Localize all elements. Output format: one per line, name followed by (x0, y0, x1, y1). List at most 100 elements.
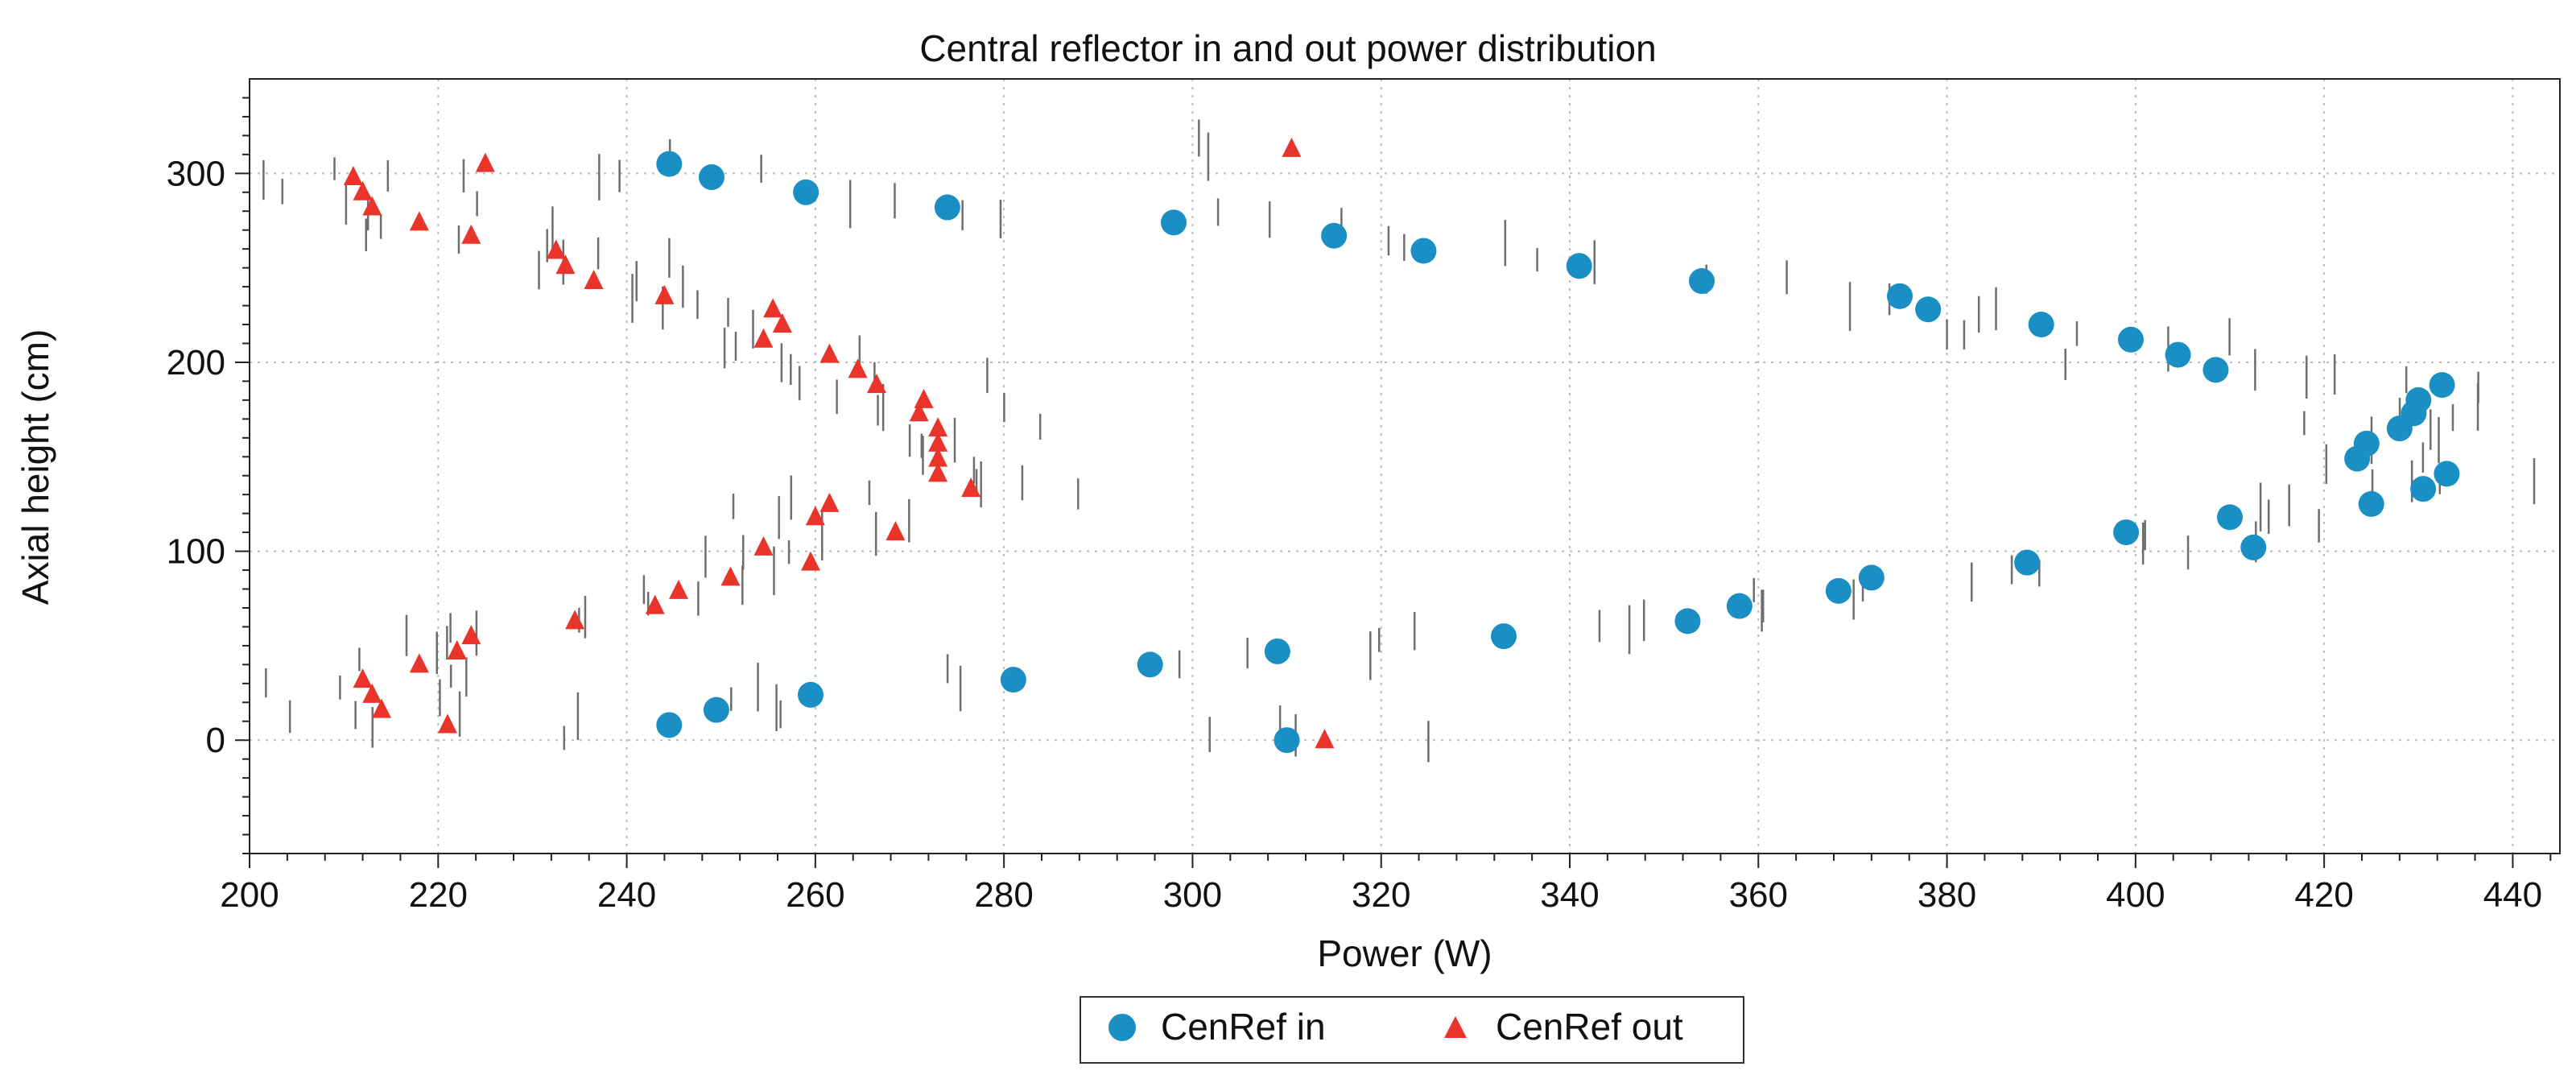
cenref-in-point (1887, 283, 1913, 309)
cenref-in-point (2429, 372, 2455, 399)
cenref-in-point (2410, 476, 2437, 502)
chart-title: Central reflector in and out power distr… (919, 27, 1656, 69)
error-bars (262, 119, 2536, 763)
cenref-out-point (1282, 137, 1302, 157)
cenref-out-point (409, 211, 429, 231)
cenref-in-point (2118, 326, 2144, 353)
x-tick-label: 320 (1352, 875, 1410, 915)
cenref-out-point (914, 388, 934, 408)
cenref-in-point (2240, 534, 2267, 560)
cenref-out-point (805, 506, 825, 526)
data-points (343, 137, 2460, 754)
cenref-out-point (353, 668, 373, 688)
cenref-in-point (1137, 651, 1163, 678)
cenref-in-point (1491, 623, 1517, 650)
cenref-in-point (2014, 549, 2041, 576)
grid (250, 79, 2560, 854)
cenref-in-point (1858, 564, 1885, 591)
cenref-out-point (555, 254, 576, 275)
cenref-out-point (801, 551, 820, 571)
cenref-in-point (1674, 608, 1701, 635)
cenref-out-point (362, 683, 382, 703)
cenref-in-point (2202, 357, 2229, 383)
cenref-in-point (2434, 461, 2460, 487)
cenref-in-point (1726, 593, 1752, 619)
cenref-out-point (447, 639, 467, 659)
legend-box (1080, 996, 1744, 1064)
x-tick-label: 280 (974, 875, 1033, 915)
cenref-out-point (584, 270, 604, 290)
cenref-out-point (546, 239, 566, 259)
cenref-in-point (1321, 222, 1348, 249)
cenref-in-point (1264, 638, 1290, 664)
cenref-out-point (461, 625, 481, 645)
legend: CenRef in CenRef out (1080, 996, 1744, 1064)
cenref-in-point (703, 697, 729, 723)
cenref-out-point (565, 610, 585, 630)
cenref-in-point (1825, 577, 1852, 604)
cenref-in-point (2028, 312, 2054, 338)
x-tick-label: 260 (786, 875, 844, 915)
cenref-in-point (934, 194, 960, 221)
cenref-out-point (720, 566, 741, 586)
cenref-out-point (353, 180, 373, 200)
cenref-in-point (1410, 238, 1437, 264)
legend-in-marker (1108, 1014, 1136, 1041)
cenref-out-point (867, 374, 886, 394)
y-tick-label: 300 (167, 154, 225, 193)
cenref-out-point (438, 713, 457, 734)
cenref-in-point (2217, 504, 2243, 531)
cenref-in-point (2113, 519, 2140, 546)
cenref-in-point (1915, 296, 1942, 323)
legend-out-label: CenRef out (1496, 1006, 1683, 1048)
cenref-out-point (928, 432, 948, 452)
y-tick-label: 0 (206, 721, 225, 760)
cenref-out-point (372, 698, 391, 718)
cenref-in-point (1000, 667, 1026, 693)
x-tick-label: 340 (1540, 875, 1599, 915)
x-tick-label: 220 (409, 875, 468, 915)
axes: 200 220 240 260 280 300 320 340 360 380 400 420 440 0… (167, 97, 2552, 915)
x-tick-label: 200 (220, 875, 279, 915)
cenref-out-point (848, 358, 868, 378)
y-tick-label: 100 (167, 532, 225, 572)
x-tick-label: 360 (1729, 875, 1788, 915)
cenref-out-point (753, 535, 774, 556)
cenref-out-point (961, 477, 981, 498)
x-tick-label: 440 (2483, 875, 2542, 915)
cenref-out-point (461, 224, 481, 244)
legend-in-label: CenRef in (1161, 1006, 1326, 1048)
y-tick-label: 200 (167, 343, 225, 382)
plot-frame (249, 78, 2561, 854)
cenref-out-point (343, 166, 363, 186)
cenref-out-point (362, 196, 382, 216)
cenref-in-point (1274, 727, 1300, 754)
cenref-in-point (793, 179, 819, 205)
x-tick-label: 420 (2294, 875, 2353, 915)
cenref-out-point (819, 343, 840, 363)
cenref-in-point (656, 712, 683, 738)
legend-out-marker (1444, 1016, 1467, 1038)
x-tick-label: 380 (1918, 875, 1976, 915)
cenref-out-point (928, 447, 948, 467)
cenref-out-point (1315, 729, 1335, 749)
cenref-in-point (656, 151, 683, 177)
cenref-out-point (819, 492, 840, 512)
cenref-in-point (1689, 268, 1715, 295)
cenref-out-point (772, 313, 792, 333)
cenref-out-point (409, 653, 429, 673)
cenref-out-point (928, 417, 948, 437)
x-tick-label: 300 (1163, 875, 1222, 915)
cenref-in-point (2165, 341, 2191, 368)
x-tick-label: 400 (2106, 875, 2165, 915)
cenref-out-point (475, 152, 495, 172)
cenref-out-point (753, 328, 774, 348)
x-axis-label: Power (W) (1317, 932, 1492, 974)
cenref-in-point (2405, 386, 2432, 413)
y-axis-label: Axial height (cm) (14, 329, 56, 606)
cenref-out-point (654, 284, 675, 304)
x-tick-label: 240 (597, 875, 656, 915)
cenref-in-point (798, 681, 824, 708)
cenref-out-point (909, 402, 929, 422)
